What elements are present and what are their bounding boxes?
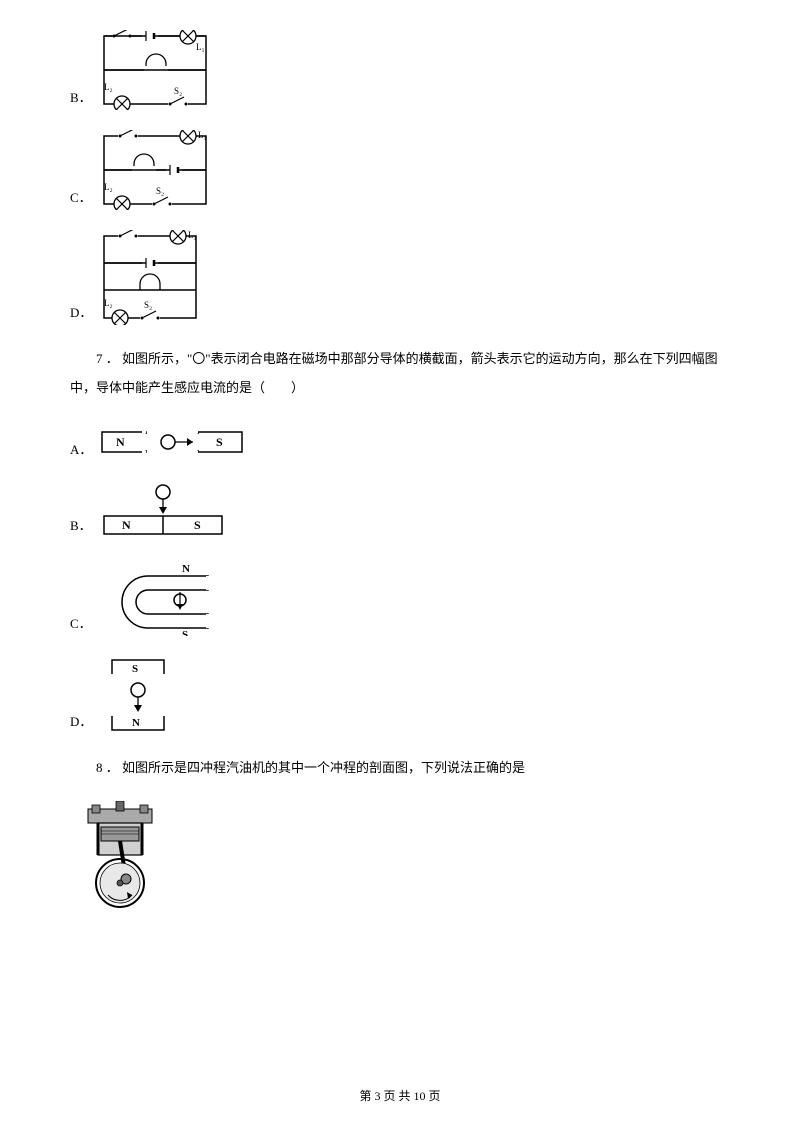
magnet-diagram-a: N S (98, 420, 243, 462)
svg-text:S: S (216, 435, 223, 449)
option-c-q7: C． N S (70, 558, 730, 636)
option-label-c: C． (70, 187, 92, 206)
footer-prefix: 第 (359, 1089, 374, 1103)
svg-text:S: S (132, 663, 138, 675)
option-a-q7: A． N S (70, 420, 730, 462)
circuit-diagram-c: S₁ L₁ L₂ S₂ (98, 130, 213, 210)
svg-text:L₂: L₂ (104, 298, 113, 308)
option-c-q6: C． S₁ L₁ L₂ S₂ (70, 130, 730, 210)
magnet-diagram-c: N S (98, 558, 218, 636)
footer-mid: 页 共 (380, 1089, 413, 1103)
page-footer: 第 3 页 共 10 页 (0, 1087, 800, 1104)
option-label-d: D． (70, 302, 92, 321)
svg-text:S₂: S₂ (144, 300, 152, 310)
option-label-b: B． (70, 87, 92, 106)
label-s2: S₂ (174, 86, 182, 96)
option-d-q6: D． S₁ L₁ L₂ S₂ (70, 230, 730, 325)
circuit-diagram-b: S₁ L₁ L₂ S₂ (98, 30, 213, 110)
footer-suffix: 页 (426, 1089, 441, 1103)
engine-diagram (70, 801, 170, 911)
option-b-q7: B． N S (70, 482, 730, 538)
label-l1: L₁ (196, 42, 205, 52)
label-l2: L₂ (104, 82, 113, 92)
question-7-text: 7 ． 如图所示，"〇"表示闭合电路在磁场中那部分导体的横截面，箭头表示它的运动… (70, 345, 730, 402)
circuit-diagram-d: S₁ L₁ L₂ S₂ (98, 230, 203, 325)
svg-text:S₂: S₂ (156, 186, 164, 196)
footer-total: 10 (414, 1089, 426, 1103)
option-label-d7: D． (70, 711, 92, 730)
svg-text:L₂: L₂ (104, 182, 113, 192)
svg-text:S: S (194, 518, 201, 532)
question-8-text: 8 ． 如图所示是四冲程汽油机的其中一个冲程的剖面图，下列说法正确的是 (70, 754, 730, 783)
option-b-q6: B． S₁ L₁ L₂ S₂ (70, 30, 730, 110)
svg-text:L₁: L₁ (188, 230, 197, 240)
option-label-b7: B． (70, 515, 92, 534)
option-label-a7: A． (70, 439, 92, 458)
magnet-diagram-d: S N (98, 656, 178, 734)
magnet-diagram-b: N S (98, 482, 228, 538)
engine-diagram-container (70, 801, 730, 915)
svg-text:N: N (132, 717, 140, 729)
svg-text:N: N (122, 518, 131, 532)
option-d-q7: D． S N (70, 656, 730, 734)
option-label-c7: C． (70, 613, 92, 632)
svg-text:L₁: L₁ (198, 130, 207, 140)
svg-text:N: N (182, 563, 190, 575)
svg-text:N: N (116, 435, 125, 449)
svg-text:S: S (182, 629, 188, 636)
